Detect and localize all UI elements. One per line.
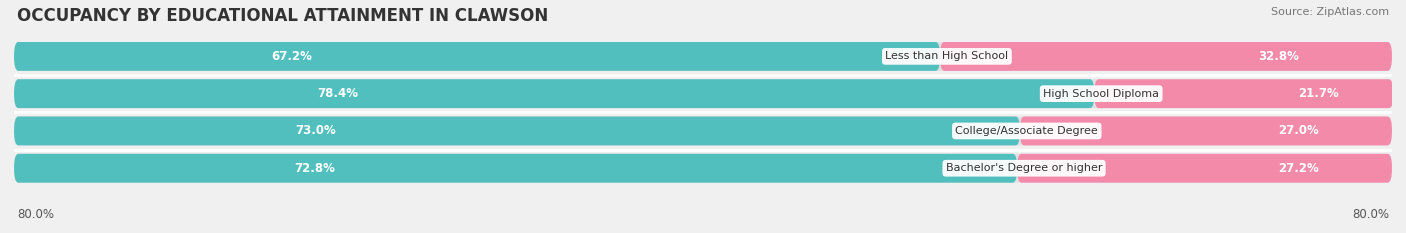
FancyBboxPatch shape <box>14 79 1392 108</box>
FancyBboxPatch shape <box>1094 79 1393 108</box>
FancyBboxPatch shape <box>1017 154 1392 183</box>
Text: 21.7%: 21.7% <box>1298 87 1339 100</box>
Text: 67.2%: 67.2% <box>271 50 312 63</box>
Text: 32.8%: 32.8% <box>1258 50 1299 63</box>
FancyBboxPatch shape <box>14 42 941 71</box>
Text: High School Diploma: High School Diploma <box>1043 89 1159 99</box>
Text: 78.4%: 78.4% <box>318 87 359 100</box>
Text: 80.0%: 80.0% <box>1353 208 1389 221</box>
Text: Bachelor's Degree or higher: Bachelor's Degree or higher <box>946 163 1102 173</box>
Text: 27.2%: 27.2% <box>1278 162 1319 175</box>
Text: OCCUPANCY BY EDUCATIONAL ATTAINMENT IN CLAWSON: OCCUPANCY BY EDUCATIONAL ATTAINMENT IN C… <box>17 7 548 25</box>
Text: 72.8%: 72.8% <box>294 162 336 175</box>
FancyBboxPatch shape <box>1019 116 1392 145</box>
FancyBboxPatch shape <box>941 42 1392 71</box>
FancyBboxPatch shape <box>14 116 1019 145</box>
Text: 80.0%: 80.0% <box>17 208 53 221</box>
Text: College/Associate Degree: College/Associate Degree <box>956 126 1098 136</box>
Text: 73.0%: 73.0% <box>295 124 336 137</box>
Text: 27.0%: 27.0% <box>1278 124 1319 137</box>
Text: Less than High School: Less than High School <box>886 51 1008 61</box>
FancyBboxPatch shape <box>14 154 1392 183</box>
FancyBboxPatch shape <box>14 116 1392 145</box>
FancyBboxPatch shape <box>14 154 1017 183</box>
FancyBboxPatch shape <box>14 42 1392 71</box>
Text: Source: ZipAtlas.com: Source: ZipAtlas.com <box>1271 7 1389 17</box>
FancyBboxPatch shape <box>14 79 1094 108</box>
